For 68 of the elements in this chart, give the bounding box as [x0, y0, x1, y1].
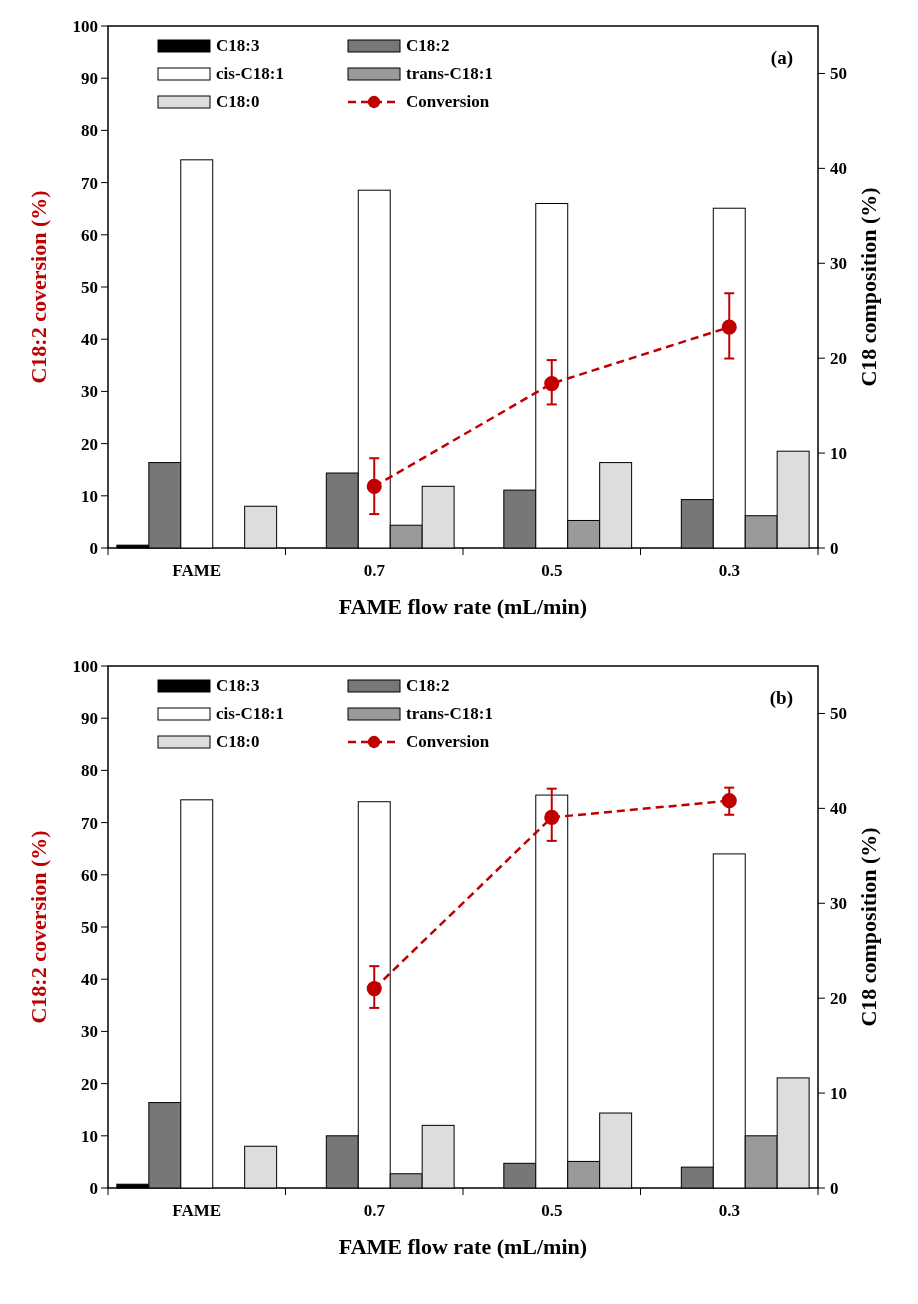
x-tick-label: 0.7: [363, 1201, 386, 1220]
annotation: (a): [770, 47, 793, 69]
y2-tick-label: 40: [830, 799, 847, 819]
legend-label: trans-C18:1: [406, 704, 493, 723]
y2-tick-label: 0: [830, 538, 839, 558]
y-tick-label: 70: [81, 813, 98, 833]
y-tick-label: 60: [81, 225, 98, 245]
point: [544, 809, 560, 825]
y2-tick-label: 0: [830, 1178, 839, 1198]
y-tick-label: 0: [89, 1178, 98, 1198]
y2-tick-label: 40: [830, 159, 847, 179]
legend-label: cis-C18:1: [216, 704, 284, 723]
y-tick-label: 90: [81, 69, 98, 89]
y-tick-label: 30: [81, 382, 98, 402]
point: [366, 478, 382, 494]
legend-label: C18:3: [216, 36, 260, 55]
y-tick-label: 40: [81, 970, 98, 990]
y-tick-label: 50: [81, 277, 98, 297]
y2-tick-label: 20: [830, 989, 847, 1009]
y2-axis-title: C18 composition (%): [856, 187, 881, 387]
y-tick-label: 40: [81, 330, 98, 350]
legend-label: trans-C18:1: [406, 64, 493, 83]
legend-label: C18:2: [406, 36, 450, 55]
x-tick-label: 0.3: [718, 1201, 740, 1220]
y-tick-label: 30: [81, 1022, 98, 1042]
y-tick-label: 80: [81, 761, 98, 781]
y-tick-label: 100: [72, 656, 98, 676]
y2-tick-label: 50: [830, 704, 847, 724]
y-tick-label: 20: [81, 1074, 98, 1094]
y-tick-label: 100: [72, 16, 98, 36]
legend-label: C18:3: [216, 676, 260, 695]
legend-label: Conversion: [406, 92, 490, 111]
legend-label: cis-C18:1: [216, 64, 284, 83]
y2-tick-label: 50: [830, 64, 847, 84]
y-tick-label: 0: [89, 538, 98, 558]
legend-label: C18:2: [406, 676, 450, 695]
y-axis-title: C18:2 coversion (%): [26, 830, 51, 1024]
y2-tick-label: 10: [830, 1084, 847, 1104]
y-axis-title: C18:2 coversion (%): [26, 190, 51, 384]
x-axis-title: FAME flow rate (mL/min): [338, 594, 588, 619]
x-tick-label: 0.5: [541, 561, 563, 580]
point: [721, 793, 737, 809]
legend-label: C18:0: [216, 732, 260, 751]
y-tick-label: 10: [81, 1126, 98, 1146]
annotation: (b): [769, 687, 793, 709]
point: [366, 981, 382, 997]
point: [721, 319, 737, 335]
x-tick-label: 0.3: [718, 561, 740, 580]
x-tick-label: FAME: [172, 1201, 222, 1220]
y-tick-label: 80: [81, 121, 98, 141]
y-tick-label: 60: [81, 865, 98, 885]
y2-tick-label: 20: [830, 349, 847, 369]
point: [544, 376, 560, 392]
y-tick-label: 10: [81, 486, 98, 506]
x-tick-label: 0.5: [541, 1201, 563, 1220]
y-tick-label: 20: [81, 434, 98, 454]
y2-tick-label: 10: [830, 444, 847, 464]
legend-label: C18:0: [216, 92, 260, 111]
x-tick-label: FAME: [172, 561, 222, 580]
y2-axis-title: C18 composition (%): [856, 827, 881, 1027]
y-tick-label: 90: [81, 709, 98, 729]
x-tick-label: 0.7: [363, 561, 386, 580]
y2-tick-label: 30: [830, 254, 847, 274]
legend-label: Conversion: [406, 732, 490, 751]
x-axis-title: FAME flow rate (mL/min): [338, 1234, 588, 1259]
y-tick-label: 70: [81, 173, 98, 193]
y2-tick-label: 30: [830, 894, 847, 914]
y-tick-label: 50: [81, 917, 98, 937]
